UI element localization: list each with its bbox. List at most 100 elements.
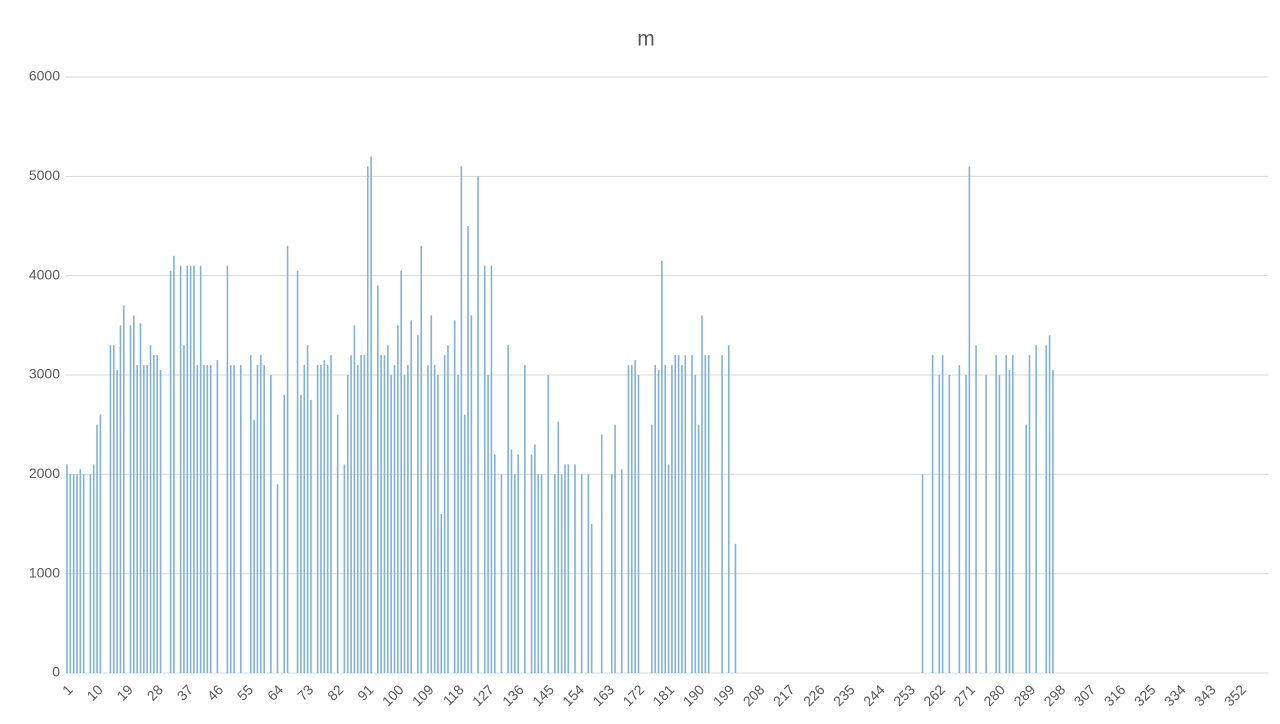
- bar: [510, 449, 513, 673]
- bar: [186, 265, 189, 673]
- y-tick-label: 0: [52, 664, 60, 680]
- chart-title: m: [637, 28, 655, 51]
- bar: [189, 265, 192, 673]
- bar: [1008, 370, 1011, 673]
- bar: [66, 464, 68, 673]
- bar: [540, 474, 543, 673]
- bar: [460, 166, 463, 673]
- bar: [360, 355, 362, 673]
- x-tick-label: 316: [1101, 681, 1129, 709]
- bar: [82, 474, 85, 673]
- x-tick-label: 244: [860, 681, 888, 709]
- bar: [129, 325, 132, 673]
- bar: [253, 419, 255, 673]
- x-tick-label: 307: [1071, 681, 1099, 709]
- bar: [387, 345, 389, 673]
- bar: [276, 484, 279, 673]
- bar: [72, 474, 75, 673]
- x-tick-label: 334: [1161, 681, 1189, 709]
- bar: [433, 365, 436, 673]
- bar: [681, 365, 683, 673]
- bar: [600, 434, 603, 673]
- bar: [437, 375, 439, 673]
- bar: [968, 166, 971, 673]
- bar: [92, 464, 95, 673]
- bar: [79, 469, 82, 673]
- x-tick-label: 199: [710, 681, 738, 709]
- bar: [517, 454, 519, 673]
- bar: [363, 355, 366, 673]
- bar: [620, 469, 623, 673]
- bar: [193, 265, 195, 673]
- x-tick-label: 208: [740, 681, 768, 709]
- bar: [1048, 335, 1051, 673]
- bar: [183, 345, 185, 673]
- bar: [109, 345, 112, 673]
- bar: [400, 270, 402, 673]
- x-tick-label: 109: [409, 681, 437, 709]
- bar: [366, 166, 369, 673]
- x-tick-label: 181: [649, 681, 677, 709]
- bar: [627, 365, 630, 673]
- x-tick-label: 172: [619, 681, 647, 709]
- bar: [216, 360, 219, 673]
- bar: [239, 365, 242, 673]
- y-tick-label: 1000: [29, 564, 60, 580]
- bar: [524, 365, 526, 673]
- bar: [677, 355, 680, 673]
- bar: [89, 474, 92, 673]
- bar: [440, 514, 443, 673]
- bar: [671, 365, 673, 673]
- bar: [233, 365, 235, 673]
- bar: [590, 524, 593, 673]
- bar: [443, 355, 446, 673]
- bar: [941, 355, 944, 673]
- x-tick-label: 154: [559, 681, 587, 709]
- bar: [159, 370, 162, 673]
- bar: [514, 474, 516, 673]
- x-tick-label: 55: [234, 681, 256, 703]
- bar: [483, 265, 486, 673]
- bar: [490, 265, 493, 673]
- bar: [958, 365, 961, 673]
- x-tick-label: 163: [589, 681, 617, 709]
- bar: [721, 355, 723, 673]
- bar: [1012, 355, 1014, 673]
- bar: [574, 464, 576, 673]
- bar: [196, 365, 199, 673]
- bar: [664, 365, 667, 673]
- bar: [300, 394, 302, 673]
- bar: [156, 355, 159, 673]
- bar: [353, 325, 356, 673]
- bar: [557, 421, 560, 673]
- bar: [376, 285, 379, 673]
- bar: [249, 355, 252, 673]
- bar: [554, 474, 556, 673]
- bar: [684, 355, 687, 673]
- x-tick-label: 127: [469, 681, 497, 709]
- bar: [256, 365, 259, 673]
- bar: [99, 414, 102, 673]
- bar: [286, 245, 289, 673]
- bar: [560, 474, 563, 673]
- x-tick-label: 46: [204, 681, 226, 703]
- bar: [149, 345, 152, 673]
- bar: [493, 454, 496, 673]
- bar: [430, 315, 433, 673]
- bar: [634, 360, 636, 673]
- x-tick-label: 145: [529, 681, 557, 709]
- bar: [119, 325, 122, 673]
- bar: [296, 270, 299, 673]
- bar: [69, 474, 72, 673]
- bar: [587, 474, 590, 673]
- bar: [226, 265, 229, 673]
- bar: [270, 375, 272, 673]
- x-tick-label: 190: [680, 681, 708, 709]
- bar: [326, 365, 329, 673]
- bar: [336, 414, 339, 673]
- x-tick-label: 136: [499, 681, 527, 709]
- bar: [453, 320, 456, 673]
- bar: [136, 365, 138, 673]
- bar: [146, 365, 148, 673]
